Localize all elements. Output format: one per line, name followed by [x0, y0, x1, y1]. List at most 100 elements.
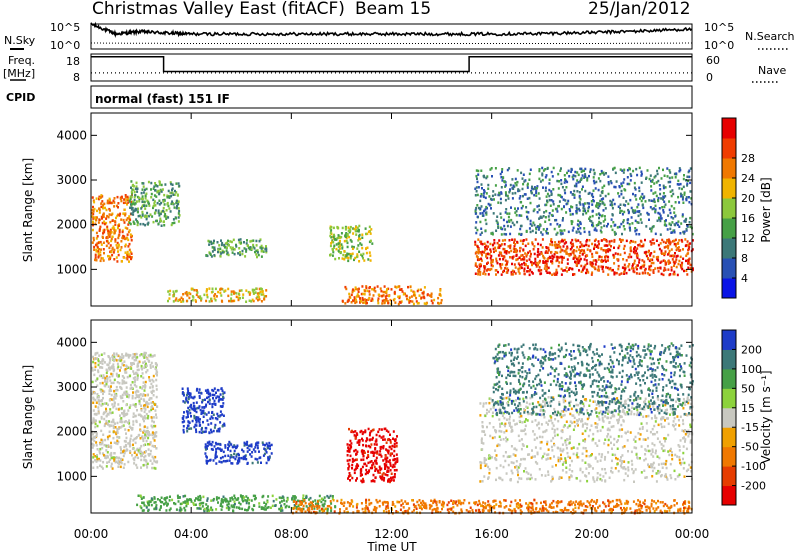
velocity-cell: [125, 413, 127, 416]
velocity-cell: [135, 437, 137, 440]
power-cell: [656, 256, 658, 259]
velocity-cell: [230, 443, 232, 446]
velocity-cell: [93, 398, 95, 401]
velocity-cell: [232, 446, 234, 449]
velocity-cell: [220, 443, 222, 446]
power-cell: [623, 211, 625, 214]
power-ylabel: Slant Range [km]: [21, 158, 35, 262]
velocity-cell: [356, 506, 358, 509]
power-cell: [648, 199, 650, 202]
power-cell: [175, 290, 177, 293]
velocity-cell: [145, 431, 147, 434]
velocity-cell: [212, 394, 214, 397]
velocity-cell: [218, 428, 220, 431]
power-cell: [624, 228, 626, 231]
power-cell: [212, 250, 214, 253]
power-cell: [634, 252, 636, 255]
velocity-cell: [269, 447, 271, 450]
power-cell: [661, 239, 663, 242]
power-cell: [551, 241, 553, 244]
power-cell: [421, 297, 423, 300]
power-cell: [679, 232, 681, 235]
velocity-cell: [366, 457, 368, 460]
velocity-cell: [387, 474, 389, 477]
power-cell: [476, 255, 478, 258]
power-cell: [520, 254, 522, 257]
velocity-cell: [259, 457, 261, 460]
power-cell: [620, 168, 622, 171]
velocity-cell: [272, 495, 274, 498]
velocity-cell: [389, 434, 391, 437]
velocity-cell: [155, 372, 157, 375]
power-cell: [480, 170, 482, 173]
velocity-cell: [143, 367, 145, 370]
velocity-cell: [113, 430, 115, 433]
power-bar-swatch: [722, 218, 736, 239]
power-cell: [682, 248, 684, 251]
velocity-cell: [251, 451, 253, 454]
power-cell: [645, 225, 647, 228]
velocity-cell: [400, 509, 402, 512]
velocity-cell: [119, 382, 121, 385]
power-cell: [543, 215, 545, 218]
power-cell: [599, 214, 601, 217]
power-cell: [484, 243, 486, 246]
power-cell: [629, 241, 631, 244]
velocity-cell: [119, 369, 121, 372]
velocity-cell: [391, 473, 393, 476]
power-cell: [405, 295, 407, 298]
power-cell: [547, 193, 549, 196]
power-cell: [665, 219, 667, 222]
power-cell: [542, 179, 544, 182]
velocity-cell: [207, 423, 209, 426]
velocity-cell: [352, 458, 354, 461]
power-cell: [499, 258, 501, 261]
power-cell: [252, 239, 254, 242]
power-cell: [584, 173, 586, 176]
power-cell: [486, 269, 488, 272]
power-cell: [658, 217, 660, 220]
power-cell: [135, 188, 137, 191]
velocity-cell: [143, 459, 145, 462]
velocity-cell: [390, 441, 392, 444]
velocity-cell: [148, 354, 150, 357]
velocity-cell: [367, 454, 369, 457]
power-cell: [650, 240, 652, 243]
power-cell: [113, 200, 115, 203]
power-panel-frame: [91, 113, 692, 306]
velocity-cell: [201, 392, 203, 395]
velocity-cell: [110, 385, 112, 388]
power-cell: [524, 273, 526, 276]
power-cell: [542, 186, 544, 189]
power-cell: [195, 299, 197, 302]
power-cell: [534, 253, 536, 256]
power-cell: [136, 182, 138, 185]
power-cell: [677, 242, 679, 245]
power-cell: [671, 269, 673, 272]
power-cell: [492, 265, 494, 268]
power-cell: [487, 253, 489, 256]
velocity-cell: [223, 496, 225, 499]
power-cell: [673, 265, 675, 268]
power-cell: [347, 260, 349, 263]
velocity-cell: [94, 369, 96, 372]
power-cell: [120, 198, 122, 201]
velocity-cell: [138, 369, 140, 372]
power-cell: [212, 291, 214, 294]
power-cell: [380, 287, 382, 290]
power-cell: [138, 215, 140, 218]
velocity-cell: [100, 430, 102, 433]
power-cell: [480, 263, 482, 266]
velocity-cell: [291, 498, 293, 501]
power-cell: [682, 196, 684, 199]
velocity-cell: [109, 390, 111, 393]
power-cell: [509, 245, 511, 248]
power-cell: [510, 250, 512, 253]
power-cell: [579, 202, 581, 205]
power-cell: [96, 216, 98, 219]
power-cell: [621, 272, 623, 275]
power-cell: [640, 240, 642, 243]
velocity-cell: [121, 353, 123, 356]
power-cell: [485, 219, 487, 222]
power-cell: [362, 301, 364, 304]
